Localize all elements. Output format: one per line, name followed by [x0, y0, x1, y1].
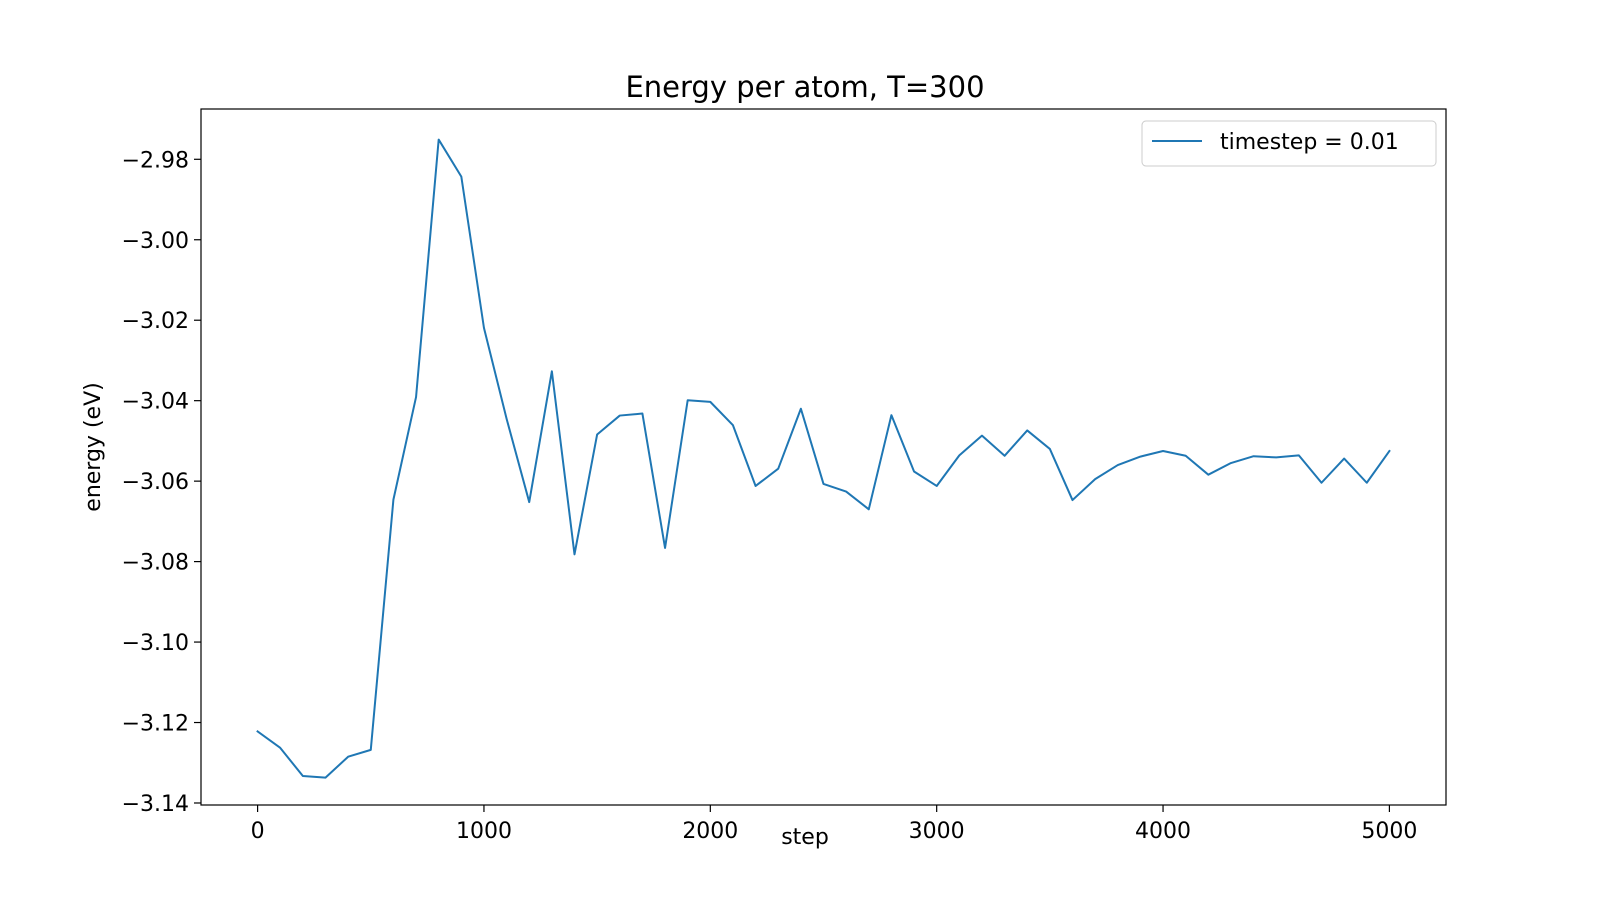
x-tick-label: 1000: [456, 819, 512, 844]
x-tick-label: 4000: [1135, 819, 1191, 844]
y-tick-label: −3.08: [122, 551, 189, 576]
chart-title: Energy per atom, T=300: [625, 70, 984, 104]
x-tick-label: 2000: [682, 819, 738, 844]
x-tick-label: 3000: [909, 819, 965, 844]
legend-box: [1141, 120, 1437, 167]
y-tick-label: −3.06: [122, 470, 189, 495]
y-tick-label: −3.12: [122, 712, 189, 737]
y-tick-label: −3.10: [122, 631, 189, 656]
y-axis-label: energy (eV): [81, 382, 106, 511]
y-tick-label: −3.14: [122, 792, 189, 817]
x-axis-label: step: [781, 825, 829, 850]
plot-area: 0 1000 2000 3000 4000 5000 −2.98 −3.00 −3.02 −3.0…: [122, 108, 1447, 844]
y-tick-label: −3.04: [122, 390, 189, 415]
y-tick-label: −3.02: [122, 309, 189, 334]
legend-entry-label: timestep = 0.01: [1220, 130, 1399, 155]
series-line-0: [256, 138, 1391, 779]
x-tick-label: 0: [251, 819, 265, 844]
legend: timestep = 0.01: [1141, 120, 1437, 167]
x-tick-label: 5000: [1361, 819, 1417, 844]
axes-frame: [200, 108, 1447, 806]
y-tick-label: −2.98: [122, 148, 189, 173]
y-tick-label: −3.00: [122, 229, 189, 254]
